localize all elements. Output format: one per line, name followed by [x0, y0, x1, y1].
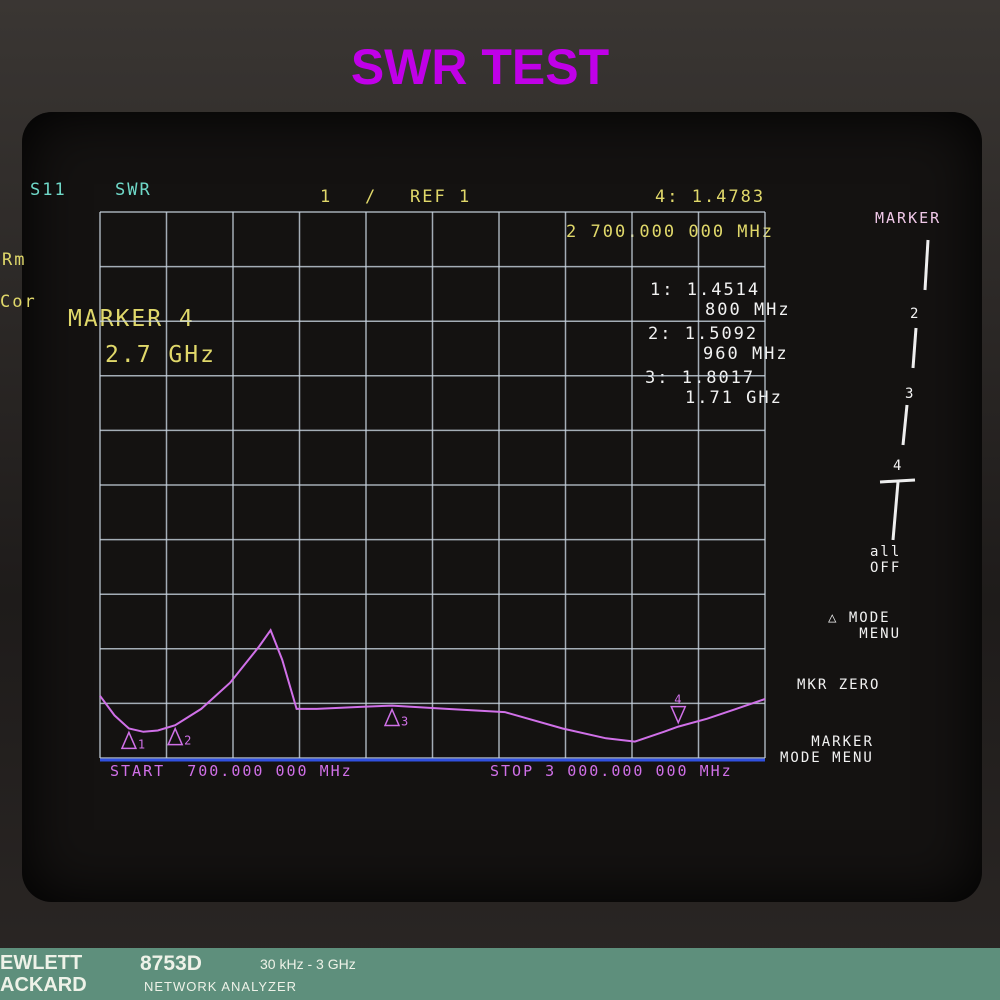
softkey-all-off[interactable]: all OFF	[870, 544, 902, 576]
scale-unit: /	[365, 187, 378, 207]
marker-3-freq: 1.71 GHz	[685, 388, 783, 408]
softkey-mode-menu[interactable]: △ MODE MENU	[828, 610, 902, 642]
start-freq: START 700.000 000 MHz	[110, 762, 353, 780]
softkey-marker-3-bar	[901, 404, 909, 446]
softkey-marker-3[interactable]: 3	[905, 386, 916, 402]
marker-4-icon	[670, 705, 687, 725]
left-label-rm: Rm	[2, 250, 27, 270]
marker-1-freq: 800 MHz	[705, 300, 791, 320]
ref-label: REF 1	[410, 187, 472, 207]
softkey-marker-1-bar	[923, 239, 930, 291]
marker-2-freq: 960 MHz	[703, 344, 789, 364]
softkey-marker-4-indicator	[879, 478, 916, 484]
marker-2-value: 2: 1.5092	[648, 324, 759, 344]
brand-strip: EWLETT ACKARD 8753D 30 kHz - 3 GHz NETWO…	[0, 948, 1000, 1000]
marker-1-value: 1: 1.4514	[650, 280, 761, 300]
format-label: SWR	[115, 180, 152, 200]
softkey-marker-4[interactable]: 4	[893, 458, 904, 474]
channel-label: S11	[30, 180, 67, 200]
analyzer-screen	[22, 112, 982, 902]
softkey-mkr-zero[interactable]: MKR ZERO	[797, 677, 881, 693]
marker-3-icon	[383, 707, 401, 727]
brand-range: 30 kHz - 3 GHz	[260, 956, 356, 972]
brand-model: 8753D	[140, 952, 202, 975]
marker-2-icon	[167, 726, 184, 746]
marker-label: 3	[401, 714, 408, 728]
marker-3-value: 3: 1.8017	[645, 368, 756, 388]
softkey-marker-4-bar	[891, 481, 900, 541]
marker-label: 2	[184, 734, 191, 748]
softkey-marker-2-bar	[911, 327, 918, 369]
left-label-cor: Cor	[0, 292, 37, 312]
marker-note-title: MARKER 4	[68, 306, 195, 332]
marker-label: 1	[138, 737, 145, 751]
softkey-marker-2[interactable]: 2	[910, 306, 921, 322]
brand-maker-1: EWLETT	[0, 952, 83, 974]
brand-type: NETWORK ANALYZER	[144, 979, 298, 994]
softkey-marker-title: MARKER	[875, 209, 942, 227]
page-title: SWR TEST	[350, 39, 610, 95]
marker-1-icon	[120, 730, 138, 750]
marker-label: 4	[674, 693, 681, 707]
brand-maker-2: ACKARD	[0, 974, 87, 996]
scale-label: 1	[320, 187, 333, 207]
marker-note-freq: 2.7 GHz	[105, 342, 216, 368]
stop-freq: STOP 3 000.000 000 MHz	[490, 762, 733, 780]
active-marker-value: 4: 1.4783	[655, 187, 766, 207]
softkey-marker-mode-menu[interactable]: MARKER MODE MENU	[780, 734, 874, 766]
